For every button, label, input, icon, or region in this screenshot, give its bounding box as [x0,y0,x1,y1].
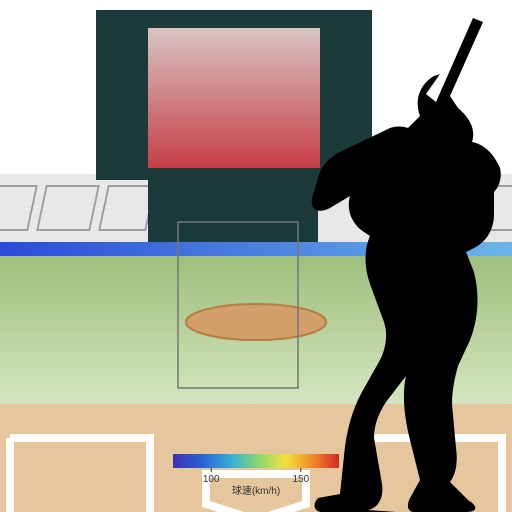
scene-svg: 100 150 球速(km/h) [0,0,512,512]
svg-text:100: 100 [203,474,220,485]
scoreboard-screen [148,28,320,168]
legend-gradient-bar [173,454,339,468]
svg-text:150: 150 [292,474,309,485]
scoreboard-base [148,180,318,244]
pitchers-mound [186,304,326,340]
stands-left [0,186,155,230]
pitch-location-diagram: 100 150 球速(km/h) [0,0,512,512]
legend-unit-label: 球速(km/h) [232,484,280,497]
